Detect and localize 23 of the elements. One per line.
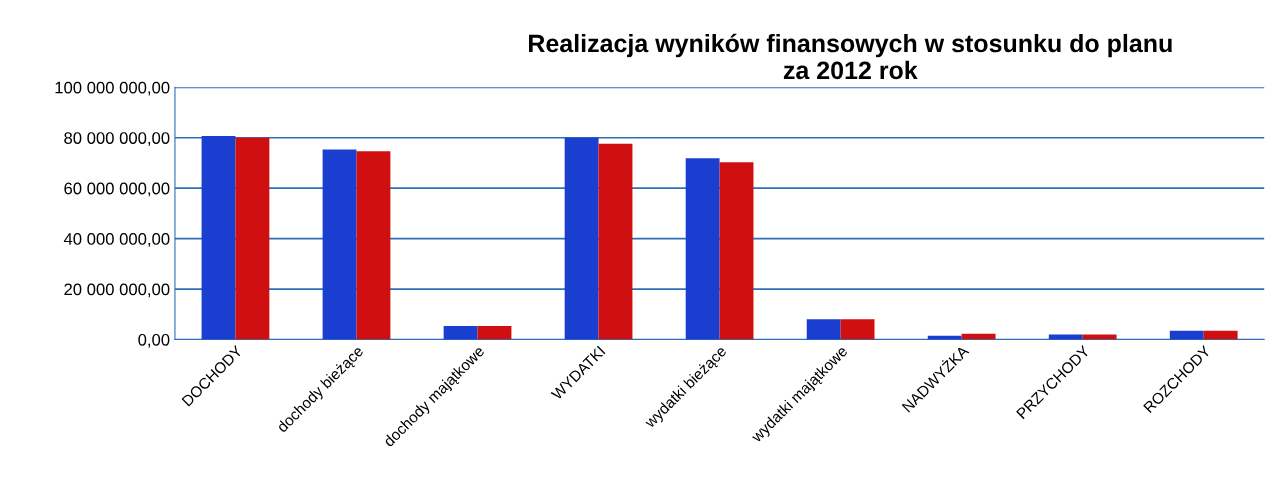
y-tick-label: 80 000 000,00 [64, 132, 170, 146]
bar [1169, 330, 1204, 340]
bar [477, 325, 512, 340]
bar [1048, 334, 1083, 340]
y-tick-label: 0,00 [138, 333, 170, 348]
y-tick-label: 20 000 000,00 [64, 283, 170, 298]
bar [322, 149, 357, 340]
bar [235, 137, 270, 340]
y-tick-label: 100 000 000,00 [55, 81, 170, 96]
bar [1082, 334, 1117, 340]
bar [356, 151, 391, 340]
bar [806, 319, 841, 340]
bar [1203, 330, 1238, 340]
y-tick-label: 40 000 000,00 [63, 233, 170, 247]
chart-title: Realizacja wyników finansowych w stosunku do planu za 2012 rok [529, 33, 1172, 80]
bar [443, 325, 478, 340]
bar [598, 143, 633, 340]
bar [564, 137, 599, 340]
bar [840, 319, 875, 340]
bar [719, 162, 754, 340]
bar [685, 158, 720, 340]
y-tick-label: 60 000 000,00 [64, 182, 170, 197]
bar [201, 135, 236, 340]
